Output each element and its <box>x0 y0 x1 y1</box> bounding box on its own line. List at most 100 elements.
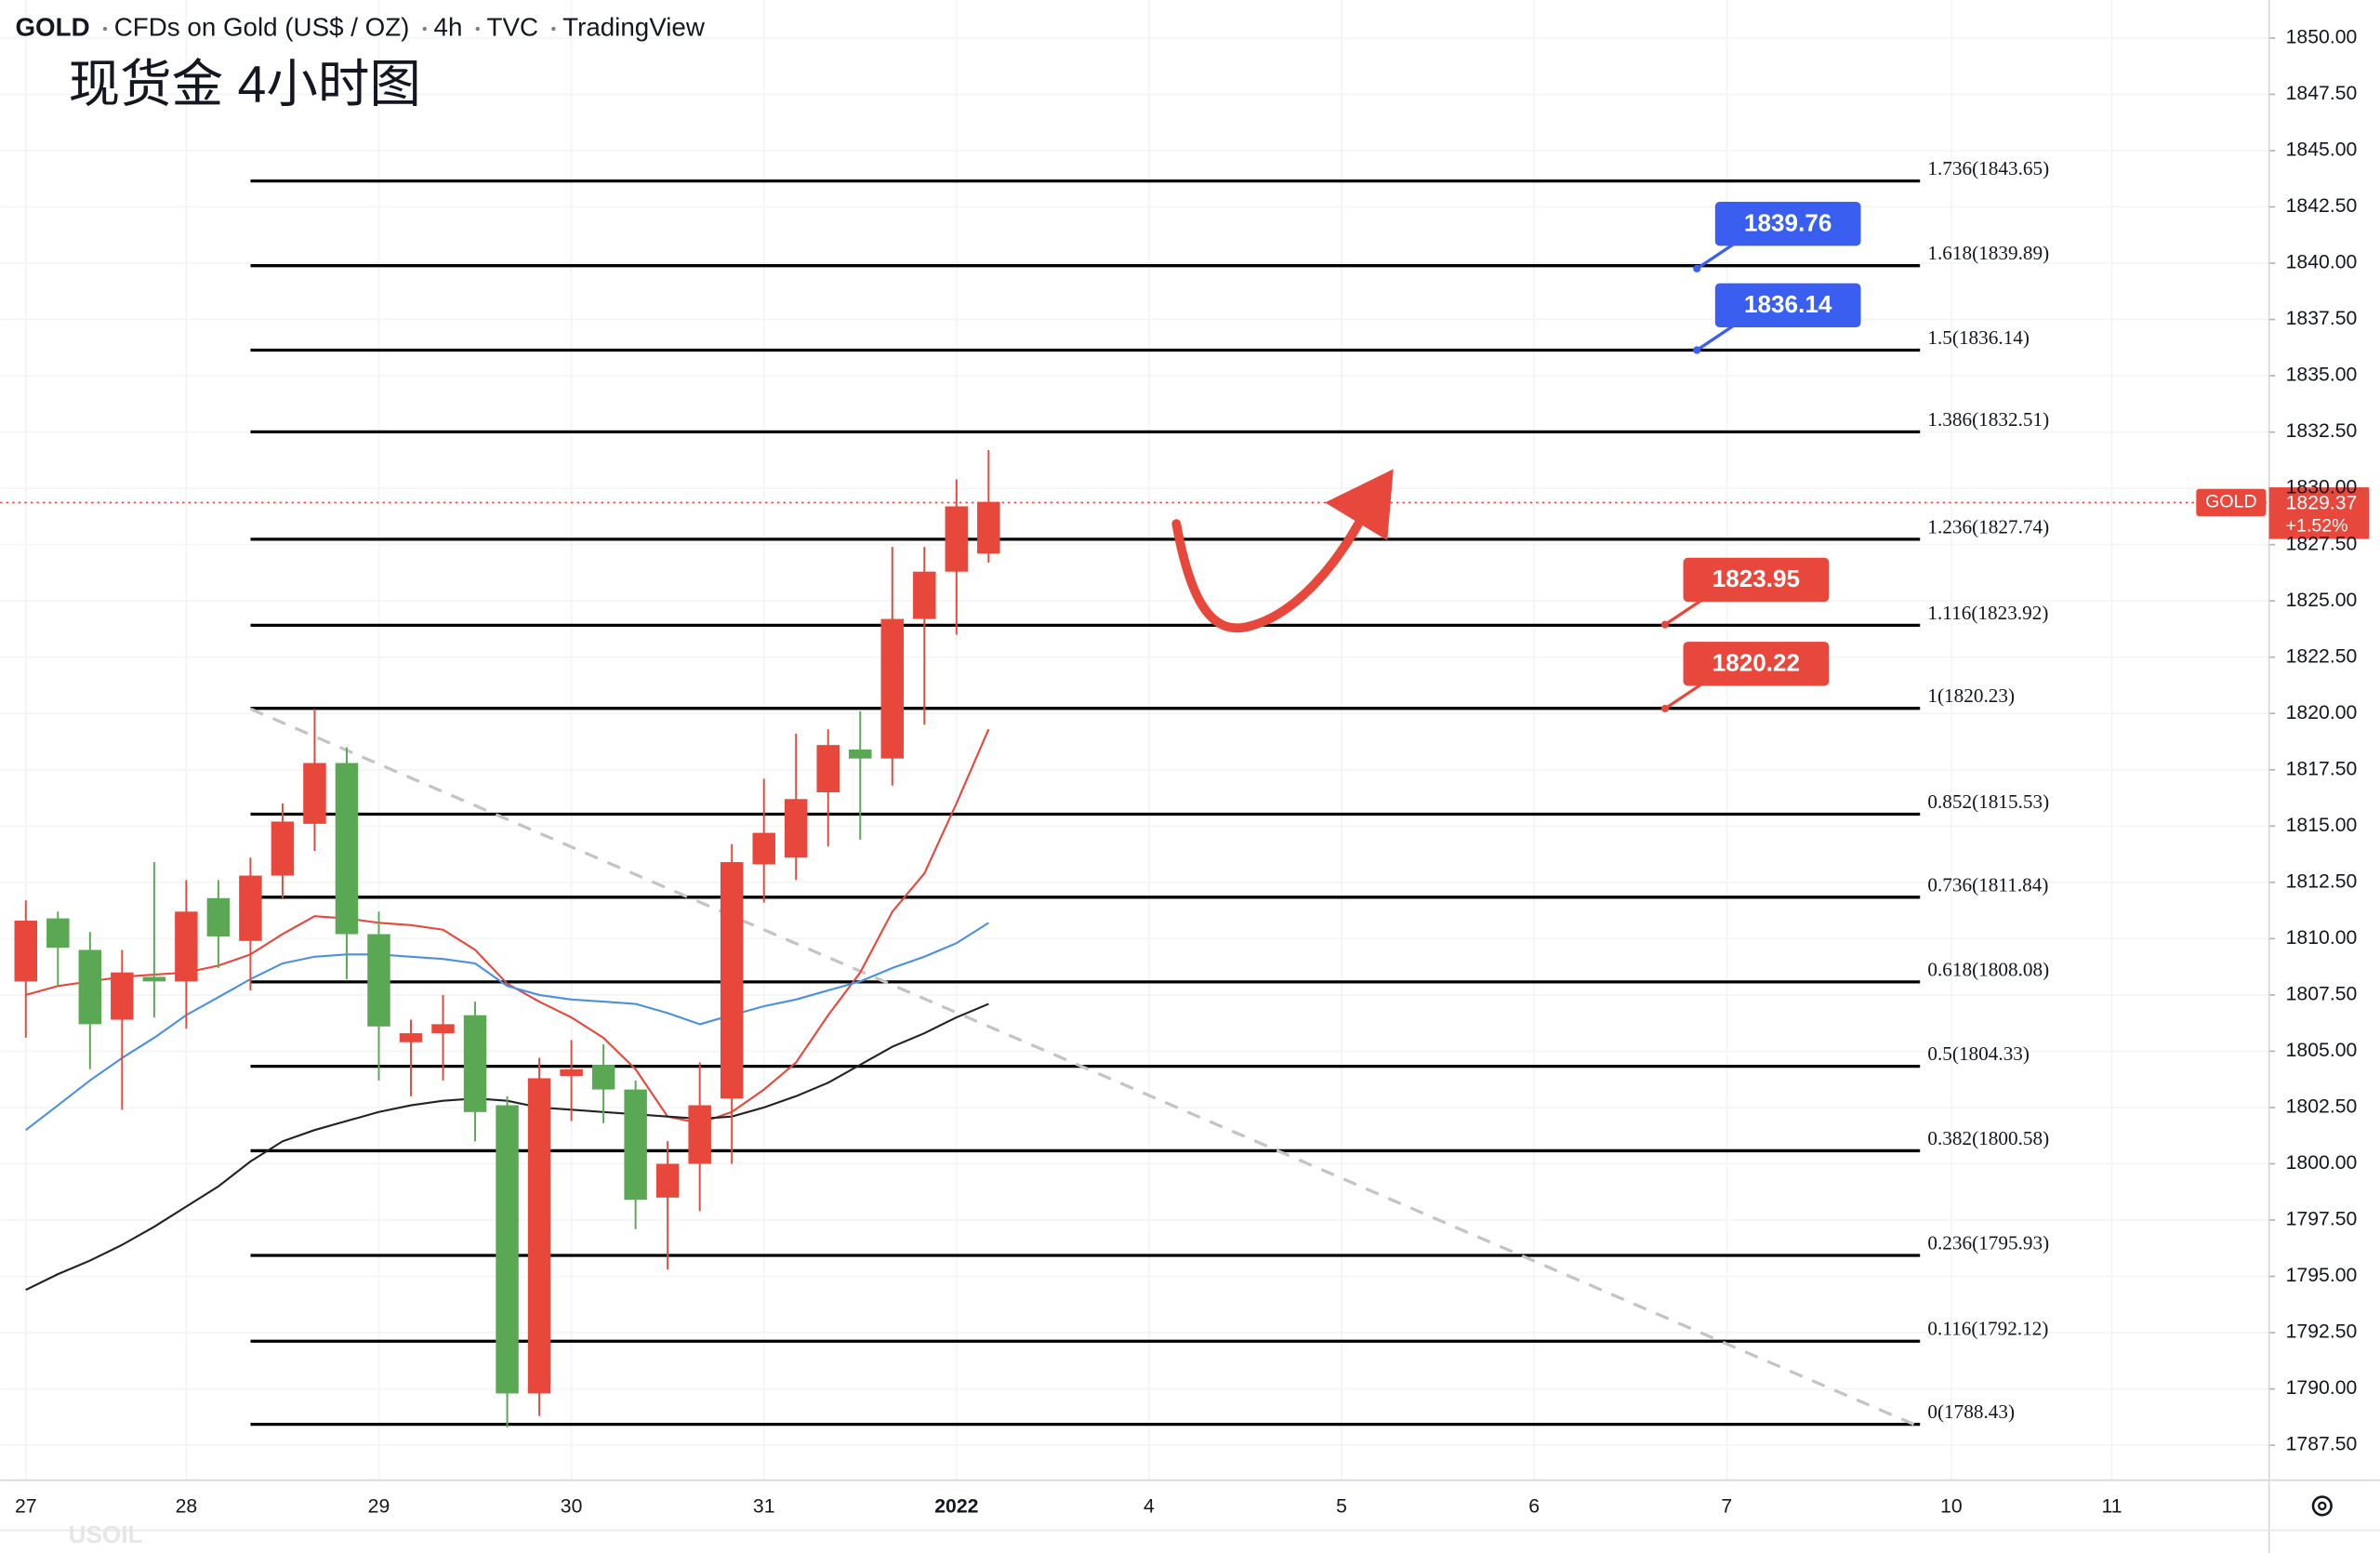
callout-label: 1823.95 <box>1712 564 1800 592</box>
fib-level-label: 1.386(1832.51) <box>1927 408 2049 431</box>
candle-body <box>560 1069 583 1077</box>
candle-body <box>206 897 231 936</box>
separator-dot <box>475 26 480 32</box>
callout-box <box>1714 283 1861 327</box>
callout-label: 1839.76 <box>1744 208 1831 236</box>
y-tick-label: 1850.00 <box>2286 27 2358 48</box>
callout-pointer <box>1696 325 1735 352</box>
fib-level-label: 1(1820.23) <box>1927 684 2015 707</box>
candle-body <box>591 1064 615 1090</box>
y-tick-label: 1802.50 <box>2286 1096 2358 1118</box>
callout-box <box>1683 557 1830 603</box>
candle-body <box>720 862 744 1099</box>
y-tick-label: 1847.50 <box>2286 83 2358 104</box>
y-tick-label: 1787.50 <box>2286 1434 2358 1455</box>
callout-anchor <box>1660 704 1670 713</box>
fib-level-label: 0.5(1804.33) <box>1927 1042 2030 1065</box>
y-tick-label: 1835.00 <box>2286 365 2358 386</box>
separator-dot <box>102 26 108 32</box>
candle-body <box>111 972 134 1020</box>
candle-body <box>239 875 262 941</box>
y-tick-label: 1790.00 <box>2286 1377 2358 1399</box>
candle-body <box>977 501 1000 554</box>
price-tag <box>2268 487 2370 539</box>
y-tick-label: 1820.00 <box>2286 702 2358 723</box>
fib-level-label: 0.382(1800.58) <box>1927 1127 2049 1149</box>
x-tick-label: 2022 <box>934 1496 978 1518</box>
candle-body <box>367 934 390 1027</box>
symbol-tag <box>2196 488 2267 517</box>
callout-box <box>1714 202 1861 246</box>
candle-body <box>46 918 70 949</box>
callout-anchor <box>1660 620 1670 629</box>
header-interval: 4h <box>434 12 463 41</box>
header-title: CFDs on Gold (US$ / OZ) <box>114 12 410 41</box>
fib-level-label: 0.736(1811.84) <box>1927 873 2048 896</box>
y-tick-label: 1825.00 <box>2286 590 2358 611</box>
y-tick-label: 1812.50 <box>2286 870 2358 892</box>
fib-level-label: 1.5(1836.14) <box>1927 326 2030 349</box>
subtitle: 现货金 4小时图 <box>69 55 421 113</box>
curved-arrow <box>1171 469 1394 633</box>
candle-body <box>527 1078 551 1394</box>
candle-body <box>496 1105 519 1394</box>
x-tick-label: 5 <box>1336 1496 1347 1518</box>
x-tick-label: 10 <box>1940 1496 1963 1518</box>
fib-level-label: 1.236(1827.74) <box>1927 515 2049 538</box>
candle-body <box>142 976 166 982</box>
callout-pointer <box>1696 243 1735 271</box>
candle-body <box>14 920 38 982</box>
gear-ring[interactable] <box>2311 1495 2333 1517</box>
candle-body <box>303 763 326 824</box>
x-tick-label: 6 <box>1528 1496 1540 1518</box>
y-tick-label: 1840.00 <box>2286 252 2358 273</box>
candle-body <box>784 799 808 858</box>
price-tag-change: +1.52% <box>2286 516 2348 537</box>
x-tick-label: 30 <box>561 1496 583 1518</box>
price-callouts: 1839.76 1836.14 1823.95 1820.22 <box>1660 202 1861 713</box>
y-tick-label: 1822.50 <box>2286 645 2358 667</box>
separator-dot <box>422 26 427 32</box>
candle-body <box>849 749 872 759</box>
y-tick-label: 1807.50 <box>2286 984 2358 1005</box>
candle-body <box>655 1163 680 1198</box>
x-tick-label: 4 <box>1144 1496 1155 1518</box>
y-tick-label: 1830.00 <box>2286 477 2358 498</box>
y-tick-label: 1842.50 <box>2286 195 2358 217</box>
fib-level-label: 0.852(1815.53) <box>1927 790 2049 813</box>
gear-hub[interactable] <box>2318 1501 2327 1511</box>
fib-level-label: 1.116(1823.92) <box>1927 602 2048 624</box>
callout-box <box>1683 642 1830 686</box>
y-tick-label: 1815.00 <box>2286 815 2358 836</box>
x-tick-label: 11 <box>2102 1496 2122 1518</box>
x-tick-label: 28 <box>176 1496 198 1518</box>
candle-body <box>688 1105 711 1164</box>
y-tick-label: 1800.00 <box>2286 1152 2358 1174</box>
fib-level-label: 0.618(1808.08) <box>1927 958 2049 980</box>
x-tick-label: 27 <box>15 1496 37 1518</box>
last-price: GOLD 1829.37+1.52% <box>0 487 2370 539</box>
candle-body <box>271 821 295 876</box>
y-tick-label: 1832.50 <box>2286 420 2358 442</box>
callout-anchor <box>1693 264 1701 272</box>
y-tick-label: 1797.50 <box>2286 1209 2358 1230</box>
header-exchange: TVC <box>487 12 538 41</box>
price-tag-value: 1829.37 <box>2286 493 2358 514</box>
symbol-tag-label: GOLD <box>2205 492 2256 512</box>
y-tick-label: 1795.00 <box>2286 1265 2358 1286</box>
x-tick-label: 31 <box>753 1496 775 1518</box>
header: GOLD CFDs on Gold (US$ / OZ) 4h TVC TradingV… <box>15 12 705 41</box>
candle-body <box>463 1015 487 1112</box>
trend-line <box>249 707 1921 1429</box>
x-tick-label: 7 <box>1721 1496 1732 1518</box>
settings-icon[interactable] <box>2311 1495 2333 1517</box>
header-source: TradingView <box>562 12 706 41</box>
callout-pointer <box>1664 599 1703 626</box>
callout-pointer <box>1664 683 1703 710</box>
arrow-shaft <box>1171 519 1364 633</box>
callout-anchor <box>1693 346 1701 354</box>
candle-body <box>880 618 905 759</box>
candle-body <box>624 1089 647 1201</box>
